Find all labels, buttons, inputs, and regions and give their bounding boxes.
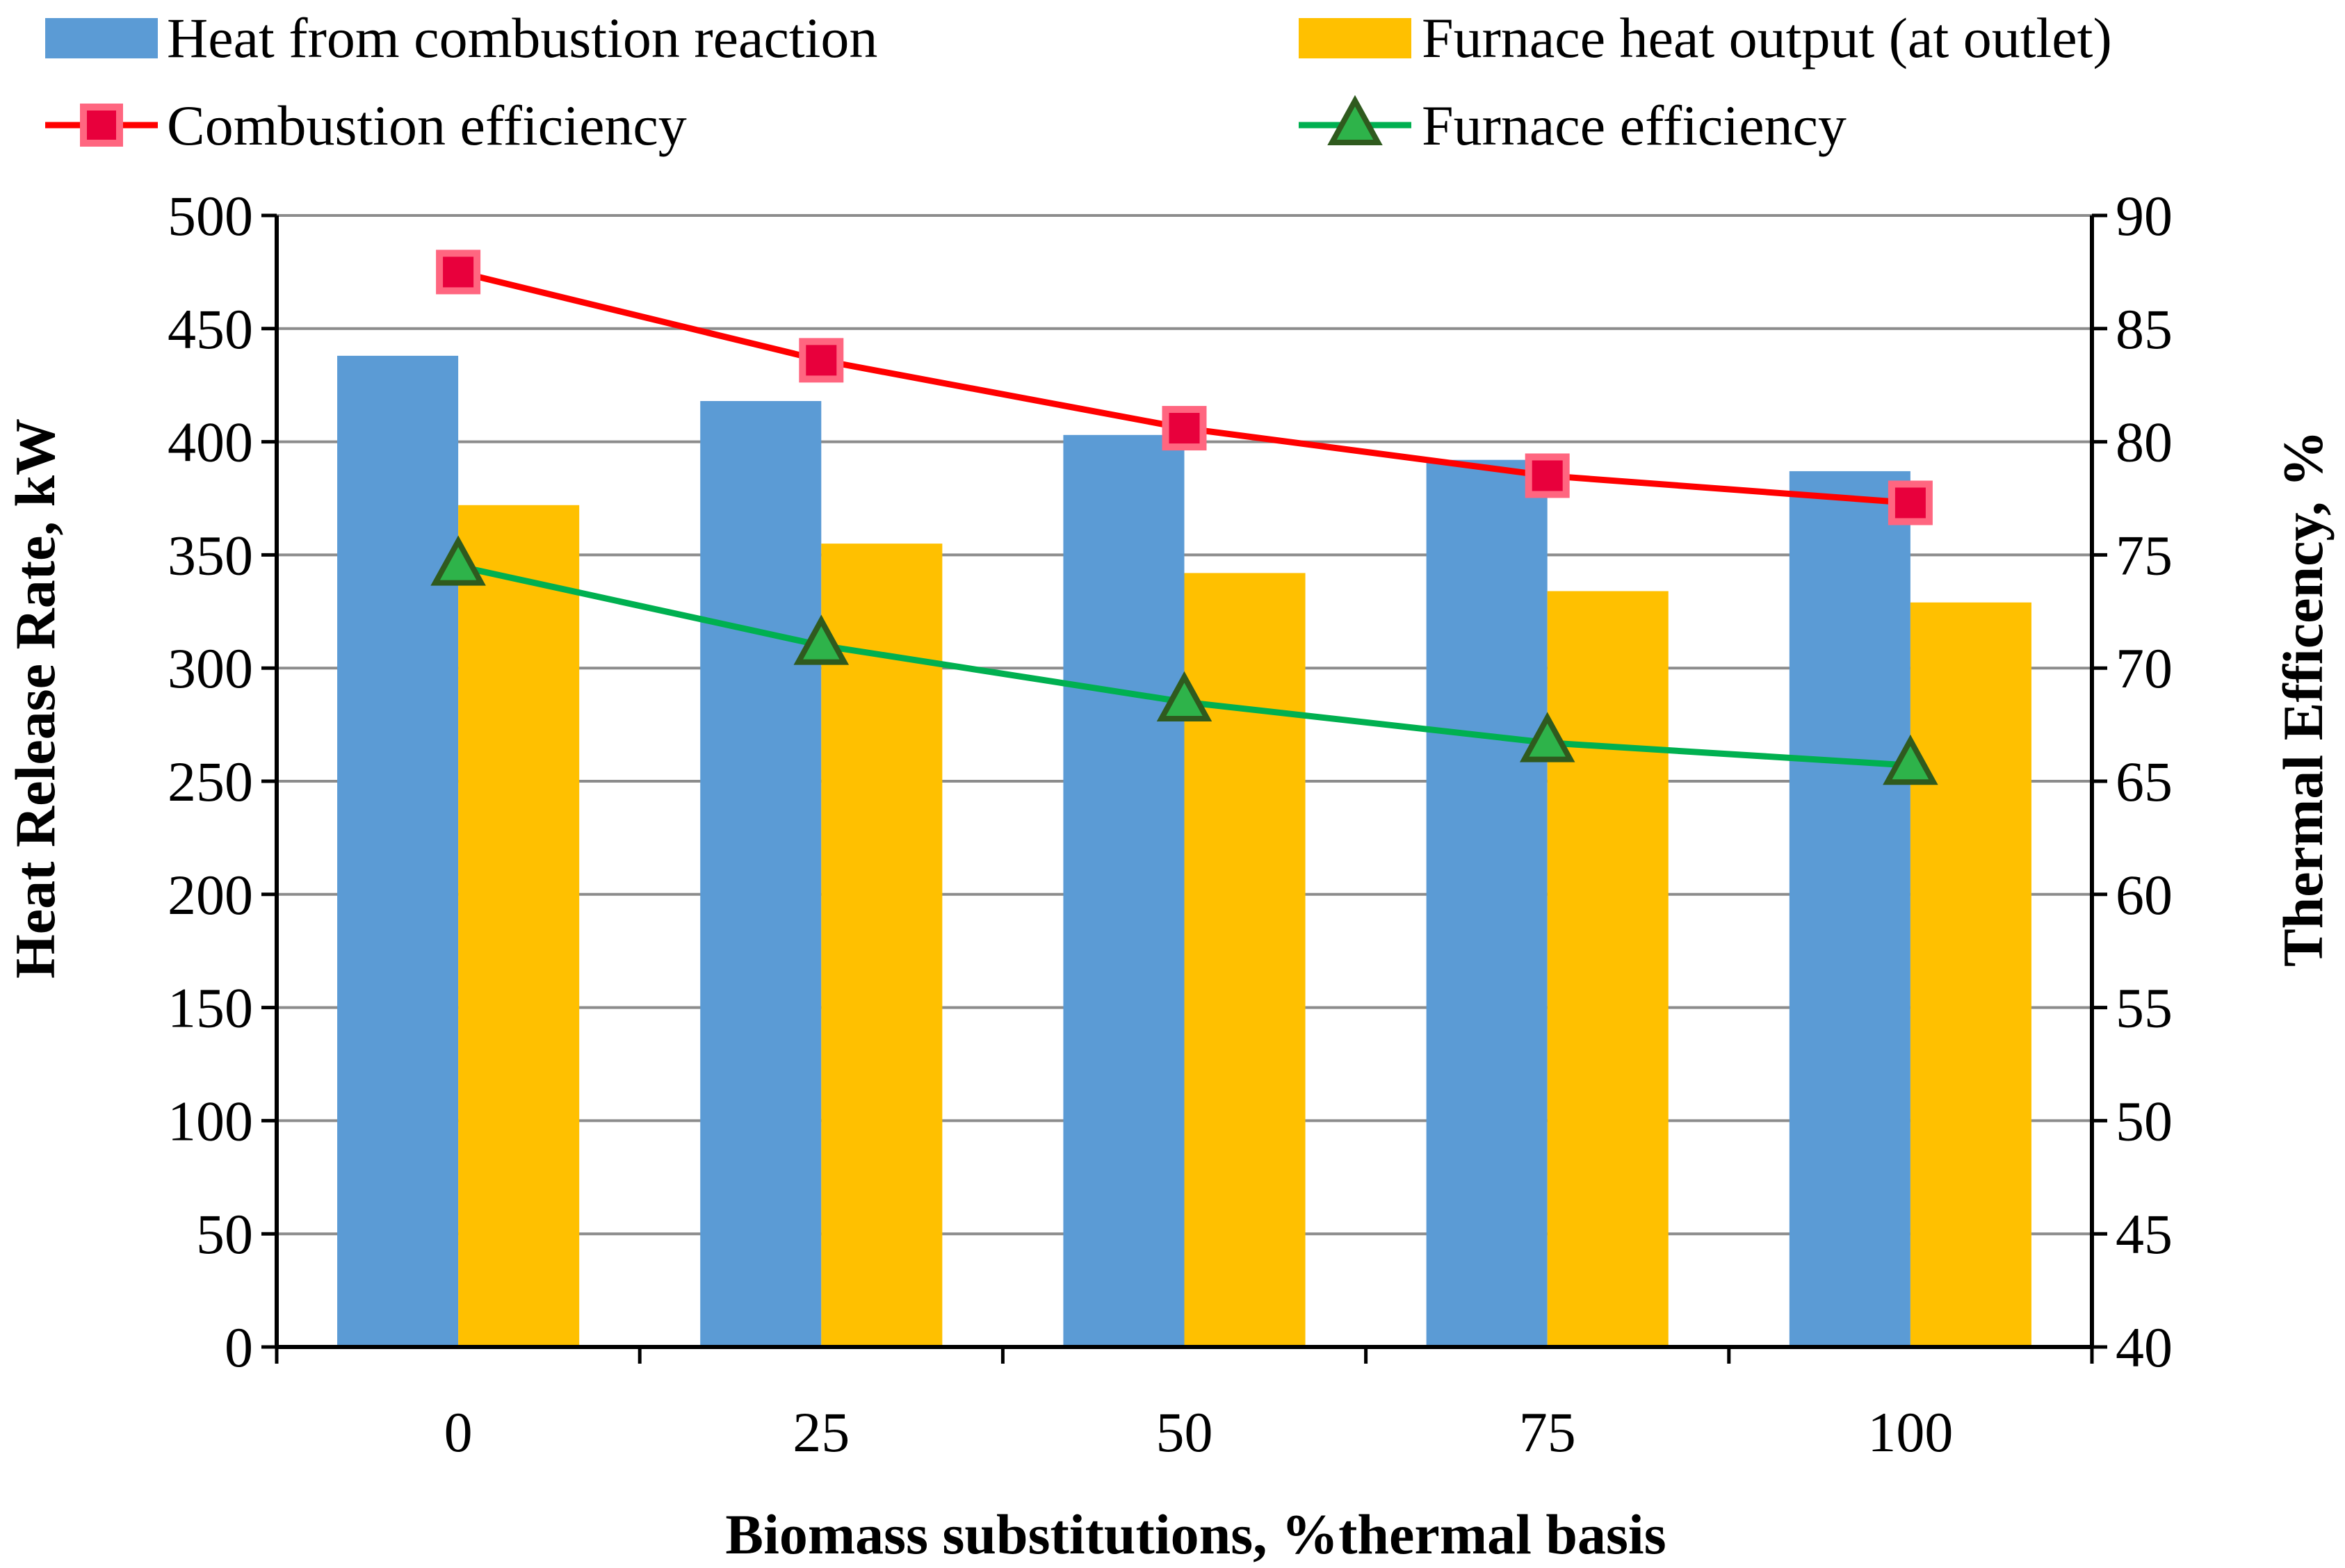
y2-tick-labels: 40 45 50 55 60 65 70 75 80 85 90	[2116, 184, 2173, 1379]
marker-furnace-efficiency	[1883, 734, 1938, 785]
marker-furnace-efficiency	[430, 535, 486, 586]
y-tick-label: 100	[168, 1089, 253, 1152]
marker-combustion-efficiency	[1888, 480, 1933, 525]
legend-swatch-furnace-output	[1299, 18, 1411, 58]
x-tick-label: 75	[1519, 1400, 1576, 1464]
y-tick-label: 450	[168, 297, 253, 361]
y-tick-label: 200	[168, 863, 253, 926]
bar-heat-combustion	[1789, 471, 1910, 1347]
y2-tick-label: 90	[2116, 184, 2173, 247]
y2-axis-title: Thermal Efficency, %	[2271, 430, 2335, 967]
y-axis-title: Heat Release Rate, kW	[3, 418, 67, 979]
y2-tick-label: 70	[2116, 637, 2173, 700]
marker-combustion-efficiency	[436, 250, 481, 295]
marker-furnace-efficiency	[1519, 712, 1575, 762]
y-tick-labels: 0 50 100 150 200 250 300 350 400 450 500	[168, 184, 253, 1379]
y-tick-label: 150	[168, 977, 253, 1040]
legend-item-heat-combustion: Heat from combustion reaction	[45, 6, 877, 70]
bar-heat-combustion	[1063, 434, 1185, 1347]
y-tick-label: 300	[168, 637, 253, 700]
bar-furnace-output	[1547, 591, 1669, 1347]
y-tick-label: 50	[196, 1202, 253, 1266]
bars	[337, 355, 2031, 1348]
legend-label-heat-combustion: Heat from combustion reaction	[167, 6, 877, 70]
y-tick-label: 400	[168, 411, 253, 474]
y2-tick-label: 80	[2116, 411, 2173, 474]
legend-item-combustion-efficiency: Combustion efficiency	[45, 94, 687, 157]
y2-tick-label: 75	[2116, 523, 2173, 587]
axes	[261, 213, 2107, 1364]
marker-combustion-efficiency	[1525, 453, 1570, 498]
x-tick-label: 50	[1156, 1400, 1213, 1464]
x-tick-label: 100	[1867, 1400, 1953, 1464]
legend-label-furnace-efficiency: Furnace efficiency	[1422, 94, 1847, 157]
marker-furnace-efficiency	[1156, 671, 1212, 722]
y-tick-label: 0	[225, 1316, 253, 1379]
legend-item-furnace-efficiency: Furnace efficiency	[1299, 94, 1847, 157]
y-tick-label: 250	[168, 750, 253, 813]
lines	[430, 250, 1938, 785]
marker-furnace-efficiency	[793, 614, 850, 665]
legend-label-furnace-output: Furnace heat output (at outlet)	[1422, 6, 2112, 70]
x-tick-label: 25	[793, 1400, 850, 1464]
legend-marker-furnace-efficiency	[1327, 95, 1383, 145]
bar-heat-combustion	[700, 400, 822, 1348]
x-tick-labels: 0 25 50 75 100	[444, 1400, 1954, 1464]
x-tick-label: 0	[444, 1400, 473, 1464]
y2-tick-label: 85	[2116, 297, 2173, 361]
marker-combustion-efficiency	[1162, 406, 1207, 451]
bar-heat-combustion	[1426, 459, 1548, 1348]
legend-item-furnace-output: Furnace heat output (at outlet)	[1299, 6, 2112, 70]
bar-furnace-output	[1184, 573, 1306, 1347]
y2-tick-label: 60	[2116, 863, 2173, 926]
x-axis-title: Biomass substitutions, %thermal basis	[725, 1503, 1666, 1566]
y-tick-label: 500	[168, 184, 253, 247]
y-tick-label: 350	[168, 523, 253, 587]
y2-tick-label: 40	[2116, 1316, 2173, 1379]
legend-marker-combustion-efficiency	[80, 104, 123, 147]
y2-tick-label: 45	[2116, 1202, 2173, 1266]
bar-furnace-output	[821, 544, 943, 1347]
bar-furnace-output	[458, 505, 580, 1347]
y2-tick-label: 50	[2116, 1089, 2173, 1152]
bar-heat-combustion	[337, 355, 459, 1347]
bar-furnace-output	[1910, 602, 2031, 1347]
legend-label-combustion-efficiency: Combustion efficiency	[167, 94, 687, 157]
legend: Heat from combustion reaction Furnace he…	[45, 6, 2112, 157]
marker-combustion-efficiency	[799, 338, 844, 383]
y2-tick-label: 65	[2116, 750, 2173, 813]
y2-tick-label: 55	[2116, 977, 2173, 1040]
legend-swatch-heat-combustion	[45, 18, 158, 58]
